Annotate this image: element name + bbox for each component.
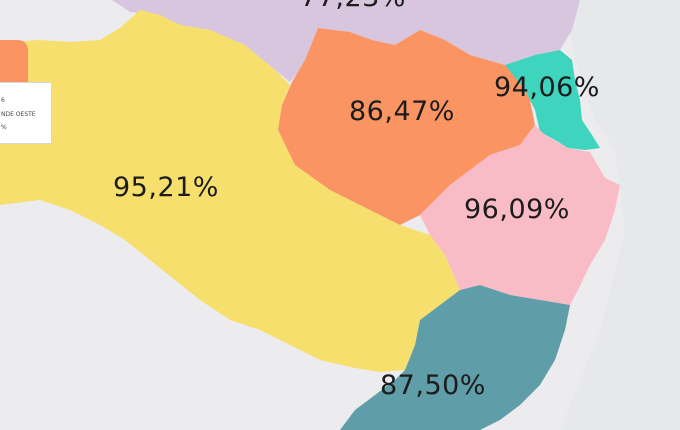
label-norte: 77,23% bbox=[300, 0, 406, 13]
region-foz bbox=[505, 50, 600, 150]
ocean bbox=[560, 0, 680, 430]
label-foz: 94,06% bbox=[494, 72, 600, 103]
label-sul: 87,50% bbox=[380, 370, 486, 401]
legend-swatch-shape bbox=[0, 40, 28, 82]
label-grande-florianopolis: 96,09% bbox=[464, 194, 570, 225]
region-norte bbox=[112, 0, 580, 82]
legend-line-1: 6 bbox=[1, 97, 5, 104]
region-sul bbox=[340, 285, 570, 430]
legend-line-2: NDE OESTE bbox=[1, 111, 36, 118]
label-oeste: 95,21% bbox=[113, 172, 219, 203]
region-grande-florianopolis bbox=[420, 125, 620, 305]
label-vale-itajai: 86,47% bbox=[349, 96, 455, 127]
region-vale-itajai bbox=[278, 28, 535, 225]
region-oeste bbox=[0, 10, 460, 372]
legend-box: 6 NDE OESTE % bbox=[0, 82, 52, 144]
legend-line-3: % bbox=[1, 124, 7, 131]
